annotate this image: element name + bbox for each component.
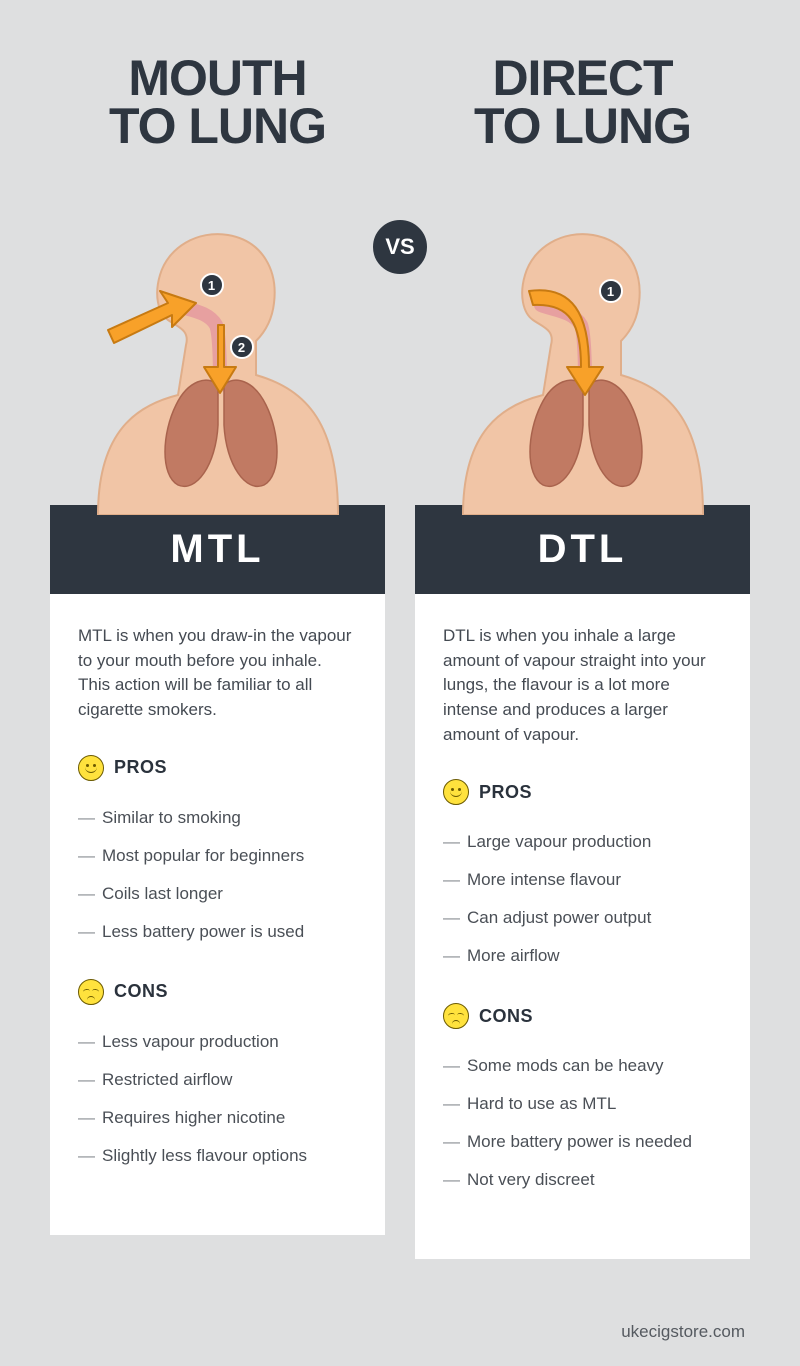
list-item: More battery power is needed [443,1123,722,1161]
cons-label: CONS [114,981,168,1002]
infographic-container: VS MOUTHTO LUNG 1 [0,0,800,1289]
vs-badge: VS [368,215,432,279]
list-item: Hard to use as MTL [443,1085,722,1123]
list-item: Slightly less flavour options [78,1137,357,1175]
left-desc: MTL is when you draw-in the vapour to yo… [78,624,357,723]
footer-credit: ukecigstore.com [621,1322,745,1342]
step-marker-1: 1 [200,273,224,297]
right-diagram: 1 [433,175,733,515]
list-item: Some mods can be heavy [443,1047,722,1085]
right-pros-list: Large vapour productionMore intense flav… [443,823,722,975]
list-item: More intense flavour [443,861,722,899]
list-item: Less vapour production [78,1023,357,1061]
list-item: Requires higher nicotine [78,1099,357,1137]
list-item: Coils last longer [78,875,357,913]
left-card: MTL MTL is when you draw-in the vapour t… [50,505,385,1235]
left-diagram: 1 2 [68,175,368,515]
list-item: Similar to smoking [78,799,357,837]
list-item: Less battery power is used [78,913,357,951]
list-item: Restricted airflow [78,1061,357,1099]
step-marker-1: 1 [599,279,623,303]
smile-icon [78,755,104,781]
list-item: Large vapour production [443,823,722,861]
left-abbr: MTL [50,505,385,594]
sad-icon [443,1003,469,1029]
step-marker-2: 2 [230,335,254,359]
list-item: Not very discreet [443,1161,722,1199]
torso-left-icon [68,175,368,515]
right-cons-list: Some mods can be heavyHard to use as MTL… [443,1047,722,1199]
list-item: Most popular for beginners [78,837,357,875]
left-cons-list: Less vapour productionRestricted airflow… [78,1023,357,1175]
torso-right-icon [433,175,733,515]
right-desc: DTL is when you inhale a large amount of… [443,624,722,747]
right-abbr: DTL [415,505,750,594]
pros-label: PROS [479,782,532,803]
right-title: DIRECTTO LUNG [474,55,691,150]
right-card: DTL DTL is when you inhale a large amoun… [415,505,750,1259]
list-item: Can adjust power output [443,899,722,937]
left-title: MOUTHTO LUNG [109,55,326,150]
list-item: More airflow [443,937,722,975]
left-column: MOUTHTO LUNG 1 2 [50,55,385,1259]
right-cons-head: CONS [443,1003,722,1029]
right-pros-head: PROS [443,779,722,805]
left-card-body: MTL is when you draw-in the vapour to yo… [50,594,385,1235]
left-pros-list: Similar to smokingMost popular for begin… [78,799,357,951]
pros-label: PROS [114,757,167,778]
smile-icon [443,779,469,805]
right-column: DIRECTTO LUNG 1 DTL DTL is when you inha… [415,55,750,1259]
sad-icon [78,979,104,1005]
right-card-body: DTL is when you inhale a large amount of… [415,594,750,1259]
left-pros-head: PROS [78,755,357,781]
left-cons-head: CONS [78,979,357,1005]
cons-label: CONS [479,1006,533,1027]
